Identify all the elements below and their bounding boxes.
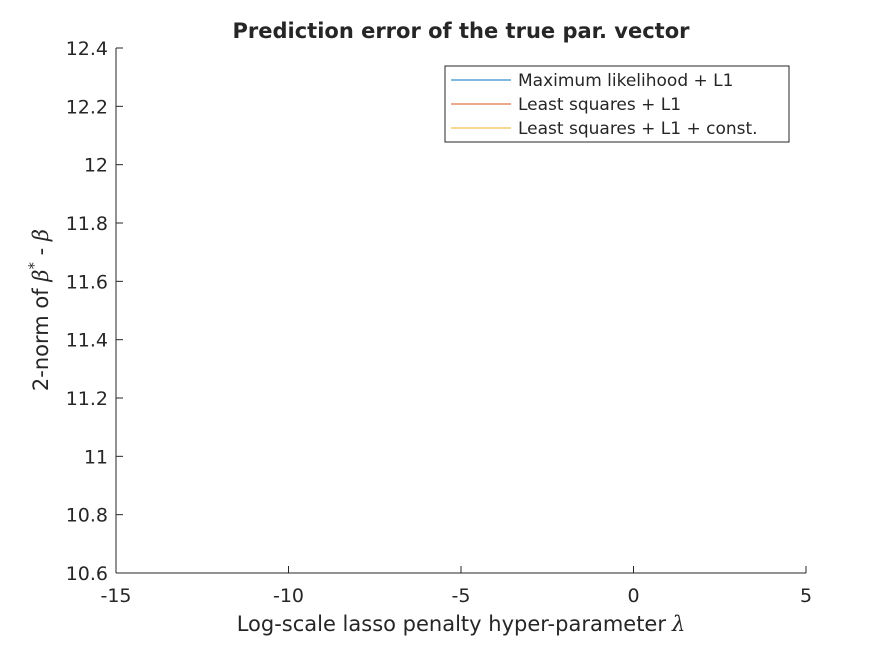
y-tick-label: 11.4: [66, 330, 108, 352]
legend-label: Least squares + L1 + const.: [518, 119, 758, 139]
y-axis-label-prefix: 2-norm of: [29, 282, 53, 391]
y-tick-label: 12.4: [66, 38, 108, 60]
y-axis-label-beta-star: β: [29, 270, 53, 283]
y-tick-label: 10.6: [66, 563, 108, 585]
y-tick-label: 11.6: [66, 271, 108, 293]
x-tick-label: -5: [452, 585, 471, 607]
y-tick-label: 10.8: [66, 505, 108, 527]
x-axis-label-text: Log-scale lasso penalty hyper-parameter: [237, 612, 667, 636]
x-axis-label: Log-scale lasso penalty hyper-parameter λ: [237, 612, 686, 636]
y-axis-label-star: *: [25, 262, 43, 270]
chart-title: Prediction error of the true par. vector: [232, 19, 690, 43]
y-tick-label: 11.8: [66, 213, 108, 235]
legend: Maximum likelihood + L1 Least squares + L…: [444, 65, 790, 143]
y-tick-label: 11: [84, 446, 108, 468]
y-ticks: 10.6 10.8 11 11.2 11.4 11.6 11.8 12 12.2 12.4: [66, 38, 123, 585]
y-tick-label: 12.2: [66, 96, 108, 118]
y-tick-label: 11.2: [66, 388, 108, 410]
x-tick-label: -15: [100, 585, 131, 607]
y-axis-label: 2-norm of β* - β: [25, 229, 53, 391]
x-tick-label: 5: [800, 585, 812, 607]
legend-items: Maximum likelihood + L1 Least squares + L…: [451, 71, 758, 139]
legend-label: Least squares + L1: [518, 95, 681, 115]
x-tick-label: -10: [273, 585, 304, 607]
x-tick-label: 0: [627, 585, 639, 607]
x-ticks: -15 -10 -5 0 5: [100, 566, 812, 607]
y-axis-label-beta: β: [29, 229, 53, 242]
legend-label: Maximum likelihood + L1: [518, 71, 733, 91]
y-axis-label-minus: -: [29, 241, 53, 262]
y-tick-label: 12: [84, 155, 108, 177]
x-axis-label-symbol: λ: [671, 612, 685, 636]
